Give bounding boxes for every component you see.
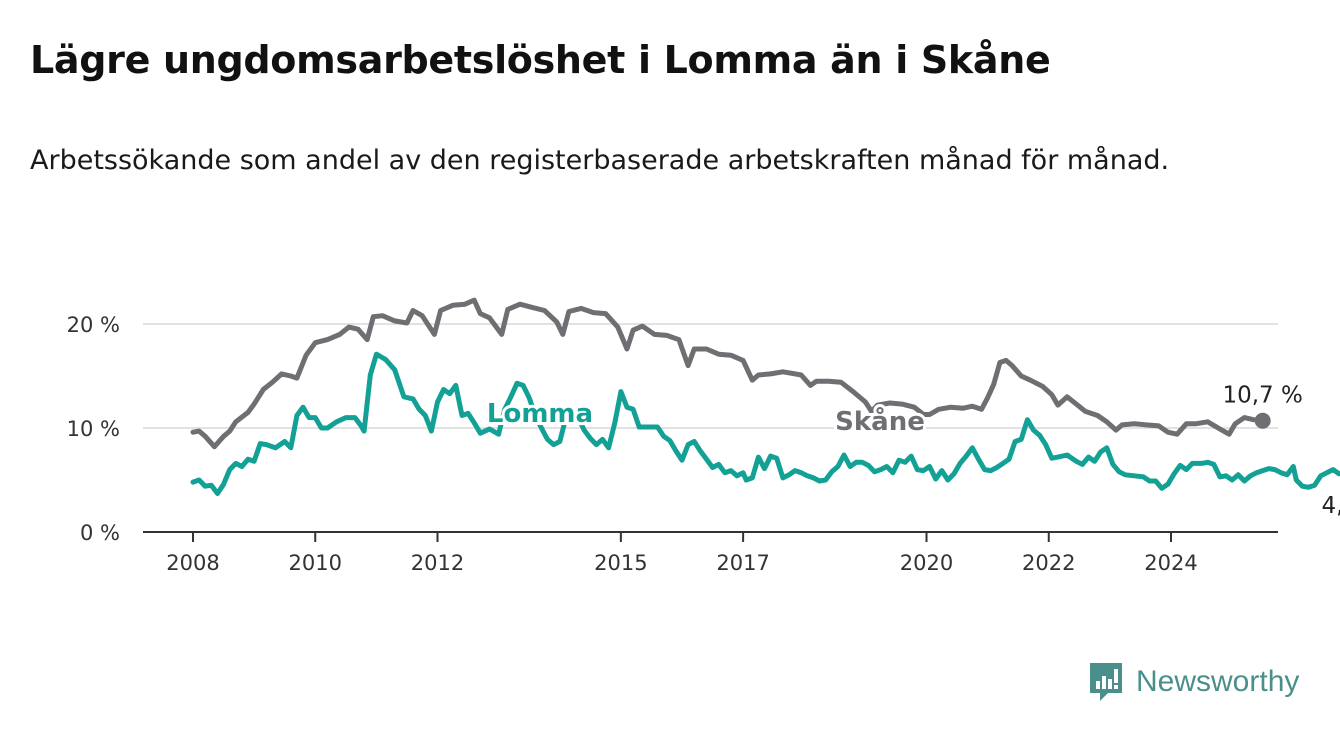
- grid-lines: [143, 323, 1278, 429]
- series-line-lomma: [190, 351, 1340, 496]
- end-value-lomma: 4,7 %: [1322, 493, 1340, 519]
- x-tick-label: 2015: [594, 551, 647, 575]
- end-value-skane: 10,7 %: [1222, 383, 1302, 409]
- page-title: Lägre ungdomsarbetslöshet i Lomma än i S…: [30, 38, 1051, 82]
- x-tick-label: 2010: [289, 551, 342, 575]
- series-group: [190, 297, 1340, 496]
- series-line-skåne: [190, 297, 1266, 450]
- series-name-lomma: Lomma: [487, 399, 593, 429]
- x-tick-label: 2020: [900, 551, 953, 575]
- brand-name: Newsworthy: [1136, 665, 1300, 698]
- brand-logo: Newsworthy: [1088, 660, 1299, 704]
- x-tick-label: 2022: [1022, 551, 1075, 575]
- y-tick-label: 10 %: [67, 417, 120, 441]
- x-tick-label: 2017: [716, 551, 769, 575]
- newsworthy-logo-icon: [1090, 663, 1122, 701]
- series-labels: Lomma Skåne 10,7 % 4,7 %: [484, 380, 1340, 521]
- page-subtitle: Arbetssökande som andel av den registerb…: [30, 145, 1170, 176]
- y-tick-label: 20 %: [67, 313, 120, 337]
- series-end-point-skåne: [1254, 412, 1271, 429]
- x-tick-label: 2008: [166, 551, 219, 575]
- series-name-skåne: Skåne: [835, 405, 925, 437]
- x-tick-label: 2012: [411, 551, 464, 575]
- y-axis-ticks: 0 % 10 % 20 %: [67, 313, 120, 545]
- x-axis: 2008 2010 2012 2015 2017 2020 2022 2024: [143, 531, 1278, 575]
- x-tick-label: 2024: [1144, 551, 1197, 575]
- y-tick-label: 0 %: [80, 521, 120, 545]
